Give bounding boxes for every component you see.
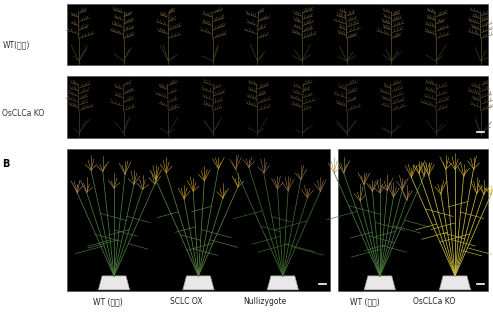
Polygon shape: [183, 276, 214, 290]
Bar: [338, 149, 488, 291]
Text: WT (동진): WT (동진): [350, 297, 380, 306]
Text: OsCLCa KO: OsCLCa KO: [413, 297, 455, 306]
Polygon shape: [439, 276, 471, 290]
Text: Nullizygote: Nullizygote: [244, 297, 287, 306]
Bar: [67, 4, 488, 65]
Text: SCLC OX: SCLC OX: [170, 297, 203, 306]
Text: OsCLCa KO: OsCLCa KO: [2, 109, 45, 118]
Text: WT (일미): WT (일미): [93, 297, 122, 306]
Text: WT(동진): WT(동진): [2, 41, 30, 50]
Bar: [67, 149, 330, 291]
Polygon shape: [99, 276, 130, 290]
Text: B: B: [2, 159, 10, 169]
Bar: [67, 76, 488, 138]
Polygon shape: [364, 276, 395, 290]
Polygon shape: [267, 276, 298, 290]
